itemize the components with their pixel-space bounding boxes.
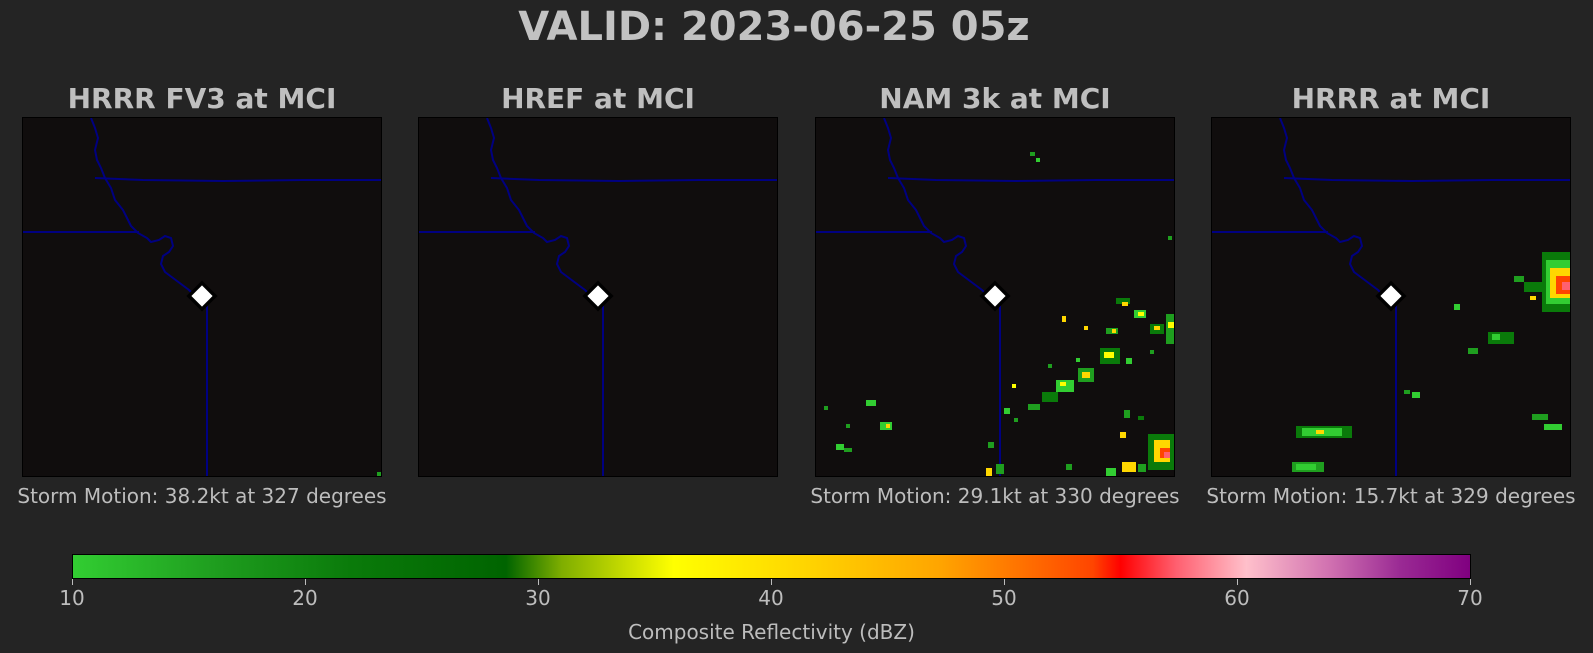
colorbar-tick	[771, 579, 772, 585]
colorbar	[72, 554, 1471, 579]
colorbar-tick	[305, 579, 306, 585]
reflectivity-cells	[1292, 252, 1570, 472]
colorbar-tick-label: 40	[758, 586, 784, 610]
state-border	[90, 118, 194, 295]
colorbar-tick-label: 30	[525, 586, 551, 610]
map-svg	[816, 118, 1174, 476]
page-title: VALID: 2023-06-25 05z	[518, 4, 1030, 50]
colorbar-tick-label: 70	[1457, 586, 1483, 610]
colorbar-tick	[1004, 579, 1005, 585]
state-border	[1279, 118, 1383, 295]
panel-title-hrrr: HRRR at MCI	[1291, 82, 1491, 115]
storm-motion-hrrr: Storm Motion: 15.7kt at 329 degrees	[1206, 484, 1576, 508]
colorbar-tick-label: 60	[1224, 586, 1250, 610]
colorbar-label: Composite Reflectivity (dBZ)	[628, 620, 915, 644]
location-marker	[1375, 280, 1407, 312]
panel-title-hrrr-fv3: HRRR FV3 at MCI	[67, 82, 337, 115]
state-border	[486, 118, 590, 295]
map-panel-href	[418, 117, 778, 477]
map-svg	[419, 118, 777, 476]
state-border	[490, 177, 777, 183]
map-panel-hrrr	[1211, 117, 1571, 477]
location-marker	[979, 280, 1011, 312]
colorbar-tick-label: 10	[59, 586, 85, 610]
storm-motion-nam-3k: Storm Motion: 29.1kt at 330 degrees	[810, 484, 1180, 508]
storm-motion-hrrr-fv3: Storm Motion: 38.2kt at 327 degrees	[17, 484, 387, 508]
colorbar-tick	[72, 579, 73, 585]
state-border	[94, 177, 381, 183]
colorbar-tick	[1470, 579, 1471, 585]
map-panel-hrrr-fv3	[22, 117, 382, 477]
reflectivity-cells	[377, 472, 381, 476]
map-svg	[1212, 118, 1570, 476]
colorbar-tick-label: 50	[991, 586, 1017, 610]
location-marker	[186, 280, 218, 312]
map-panel-nam-3k	[815, 117, 1175, 477]
state-border	[887, 177, 1174, 183]
state-border	[883, 118, 987, 295]
colorbar-tick	[538, 579, 539, 585]
state-border	[1283, 177, 1570, 183]
location-marker	[582, 280, 614, 312]
panel-title-nam-3k: NAM 3k at MCI	[879, 82, 1111, 115]
colorbar-tick	[1237, 579, 1238, 585]
panel-title-href: HREF at MCI	[501, 82, 695, 115]
colorbar-tick-label: 20	[292, 586, 318, 610]
map-svg	[23, 118, 381, 476]
reflectivity-cells	[824, 152, 1174, 476]
